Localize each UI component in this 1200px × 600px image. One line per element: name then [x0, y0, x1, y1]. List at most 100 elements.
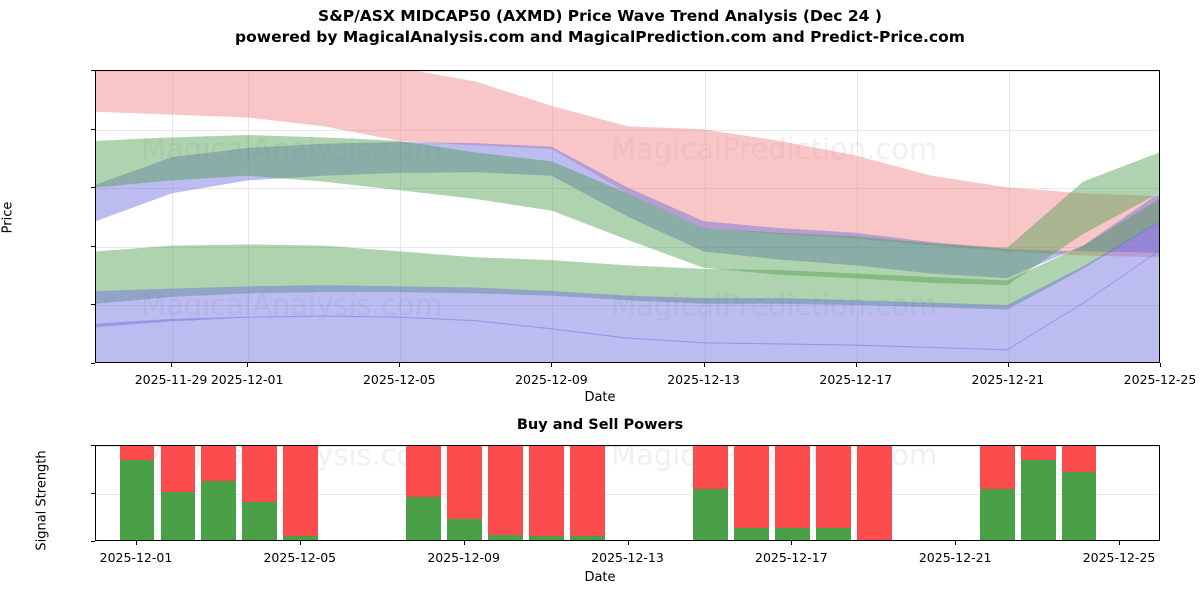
signal-bar[interactable]	[774, 446, 810, 540]
buy-power-segment	[119, 460, 155, 540]
signal-x-tick-mark	[791, 541, 793, 545]
price-x-tick-mark	[247, 363, 249, 367]
sell-power-segment	[815, 446, 851, 529]
buy-power-segment	[406, 496, 442, 540]
price-wave-bands	[96, 71, 1159, 362]
price-x-tick-label: 2025-12-09	[515, 372, 588, 387]
page-title: S&P/ASX MIDCAP50 (AXMD) Price Wave Trend…	[0, 6, 1200, 48]
signal-gridline-h	[96, 446, 1159, 447]
price-gridline-h	[96, 188, 1159, 190]
signal-bar[interactable]	[201, 446, 237, 540]
price-chart-plot-area: MagicalAnalysis.com MagicalPrediction.com…	[95, 70, 1160, 363]
signal-bar[interactable]	[283, 446, 319, 540]
signal-bar[interactable]	[447, 446, 483, 540]
signal-bar[interactable]	[119, 446, 155, 540]
sell-power-segment	[242, 446, 278, 502]
signal-bar[interactable]	[160, 446, 196, 540]
signal-bar[interactable]	[570, 446, 605, 540]
signal-y-tick-mark	[91, 541, 95, 542]
signal-y-tick-mark	[91, 493, 95, 494]
price-x-tick-mark	[1007, 363, 1009, 367]
signal-x-tick-label: 2025-12-25	[1082, 550, 1156, 565]
signal-x-tick-mark	[627, 541, 629, 545]
signal-bar[interactable]	[1020, 446, 1056, 540]
signal-x-tick-label: 2025-12-21	[918, 550, 992, 565]
sell-power-segment	[856, 446, 892, 540]
price-gridline-v	[400, 71, 402, 362]
price-y-tick-mark	[91, 304, 95, 306]
signal-bar[interactable]	[529, 446, 564, 540]
buy-power-segment	[242, 501, 278, 540]
buy-power-segment	[693, 489, 728, 540]
price-x-axis-title: Date	[584, 390, 616, 405]
title-line-1: S&P/ASX MIDCAP50 (AXMD) Price Wave Trend…	[318, 7, 882, 25]
signal-bar[interactable]	[1061, 446, 1097, 540]
sell-power-segment	[693, 446, 728, 490]
price-y-tick-mark	[91, 187, 95, 189]
price-x-tick-mark	[551, 363, 553, 367]
price-x-tick-label: 2025-12-05	[362, 372, 436, 387]
sell-power-segment	[733, 446, 769, 529]
signal-bar[interactable]	[856, 446, 892, 540]
sell-power-segment	[406, 446, 442, 497]
signal-x-tick-label: 2025-12-01	[99, 550, 173, 565]
price-band-blue-upper-band	[96, 142, 1159, 279]
sell-power-segment	[283, 446, 319, 537]
price-x-tick-mark	[855, 363, 857, 367]
price-x-tick-mark	[703, 363, 705, 367]
price-x-tick-label: 2025-12-25	[1123, 372, 1197, 387]
signal-x-tick-mark	[299, 541, 301, 545]
price-y-tick-mark	[91, 363, 95, 364]
buy-power-segment	[570, 536, 605, 540]
signal-x-axis-title: Date	[584, 570, 616, 585]
signal-x-tick-mark	[463, 541, 465, 545]
price-x-tick-label: 2025-12-01	[210, 372, 284, 387]
buy-power-segment	[1061, 471, 1097, 540]
price-gridline-v	[248, 71, 250, 362]
sell-power-segment	[447, 446, 483, 519]
price-y-tick-mark	[91, 70, 95, 71]
signal-bar[interactable]	[406, 446, 442, 540]
price-x-tick-label: 2025-12-21	[971, 372, 1045, 387]
price-x-tick-label: 2025-11-29	[134, 372, 208, 387]
sell-power-segment	[774, 446, 810, 529]
signal-y-axis-title: Signal Strength	[34, 450, 50, 551]
signal-bar[interactable]	[815, 446, 851, 540]
price-gridline-h	[96, 246, 1159, 248]
buy-power-segment	[733, 528, 769, 540]
price-x-tick-mark	[399, 363, 401, 367]
buy-power-segment	[1020, 460, 1056, 540]
buy-power-segment	[529, 536, 564, 540]
sell-power-segment	[201, 446, 237, 482]
signal-bar[interactable]	[242, 446, 278, 540]
signal-bar[interactable]	[488, 446, 524, 540]
price-band-green-mid-band	[96, 199, 1159, 310]
price-gridline-v	[552, 71, 554, 362]
sell-power-segment	[1020, 446, 1056, 461]
sell-power-segment	[570, 446, 605, 537]
signal-x-tick-label: 2025-12-05	[263, 550, 337, 565]
buy-power-segment	[774, 528, 810, 540]
price-x-tick-label: 2025-12-13	[667, 372, 740, 387]
signal-bar[interactable]	[979, 446, 1015, 540]
title-line-2: powered by MagicalAnalysis.com and Magic…	[235, 28, 965, 46]
signal-x-tick-mark	[955, 541, 957, 545]
signal-bar[interactable]	[733, 446, 769, 540]
buy-power-segment	[488, 535, 524, 540]
buy-power-segment	[815, 528, 851, 540]
sell-power-segment	[529, 446, 564, 537]
price-band-blue-lower-band	[96, 250, 1159, 362]
sell-power-segment	[488, 446, 524, 536]
buy-power-segment	[447, 518, 483, 540]
price-gridline-h	[96, 71, 1159, 72]
price-gridline-h	[96, 305, 1159, 307]
signal-gridline-h	[96, 494, 1159, 495]
price-gridline-v	[172, 71, 174, 362]
signal-bars-container	[96, 446, 1159, 540]
price-x-tick-mark	[1160, 363, 1161, 367]
signal-bar[interactable]	[693, 446, 728, 540]
sell-power-segment	[119, 446, 155, 461]
price-y-axis-title: Price	[0, 201, 16, 234]
price-gridline-v	[704, 71, 706, 362]
